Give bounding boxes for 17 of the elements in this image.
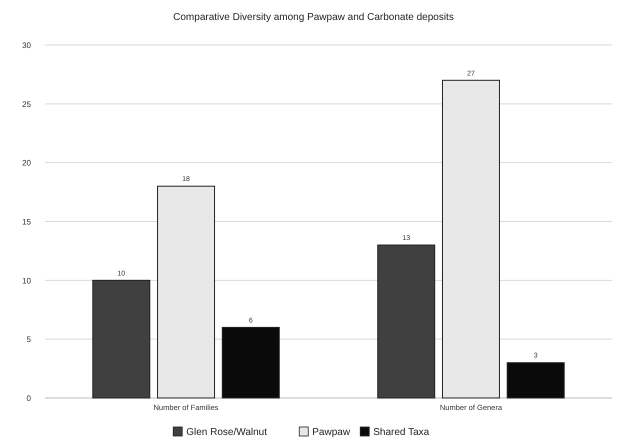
chart-title: Comparative Diversity among Pawpaw and Carbonate deposits — [173, 12, 454, 23]
y-tick-label: 5 — [26, 335, 32, 344]
legend-label: Glen Rose/Walnut — [186, 427, 268, 438]
bar — [377, 244, 436, 398]
y-tick-label: 25 — [22, 100, 32, 109]
legend-label: Pawpaw — [312, 427, 351, 438]
y-tick-label: 15 — [22, 218, 32, 226]
bar — [442, 80, 500, 398]
y-tick-label: 0 — [26, 394, 32, 403]
legend-label: Shared Taxa — [373, 427, 430, 438]
bar — [92, 280, 150, 398]
y-tick-label: 20 — [22, 158, 32, 168]
bar — [506, 362, 565, 398]
y-tick-label: 10 — [22, 276, 32, 286]
y-tick-label: 30 — [22, 41, 32, 50]
bar — [157, 186, 216, 398]
bar — [222, 326, 280, 398]
